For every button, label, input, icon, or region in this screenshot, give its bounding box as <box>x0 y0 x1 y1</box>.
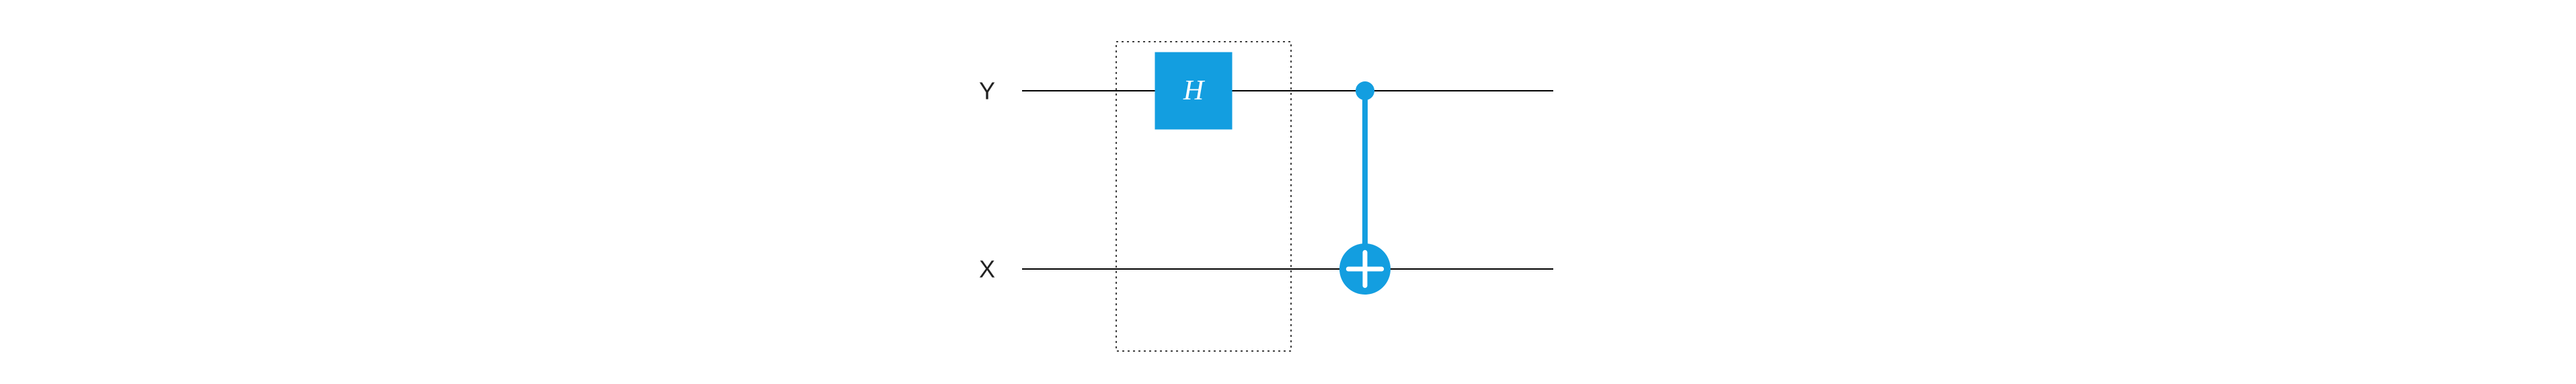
wire-label-x: X <box>979 256 995 283</box>
gate-label-h: H <box>1183 75 1206 106</box>
wire-label-y: Y <box>979 77 995 105</box>
quantum-circuit-diagram: Y X H <box>0 0 2576 384</box>
circuit-svg: Y X H <box>0 0 2576 384</box>
cnot-control-dot <box>1356 81 1374 100</box>
